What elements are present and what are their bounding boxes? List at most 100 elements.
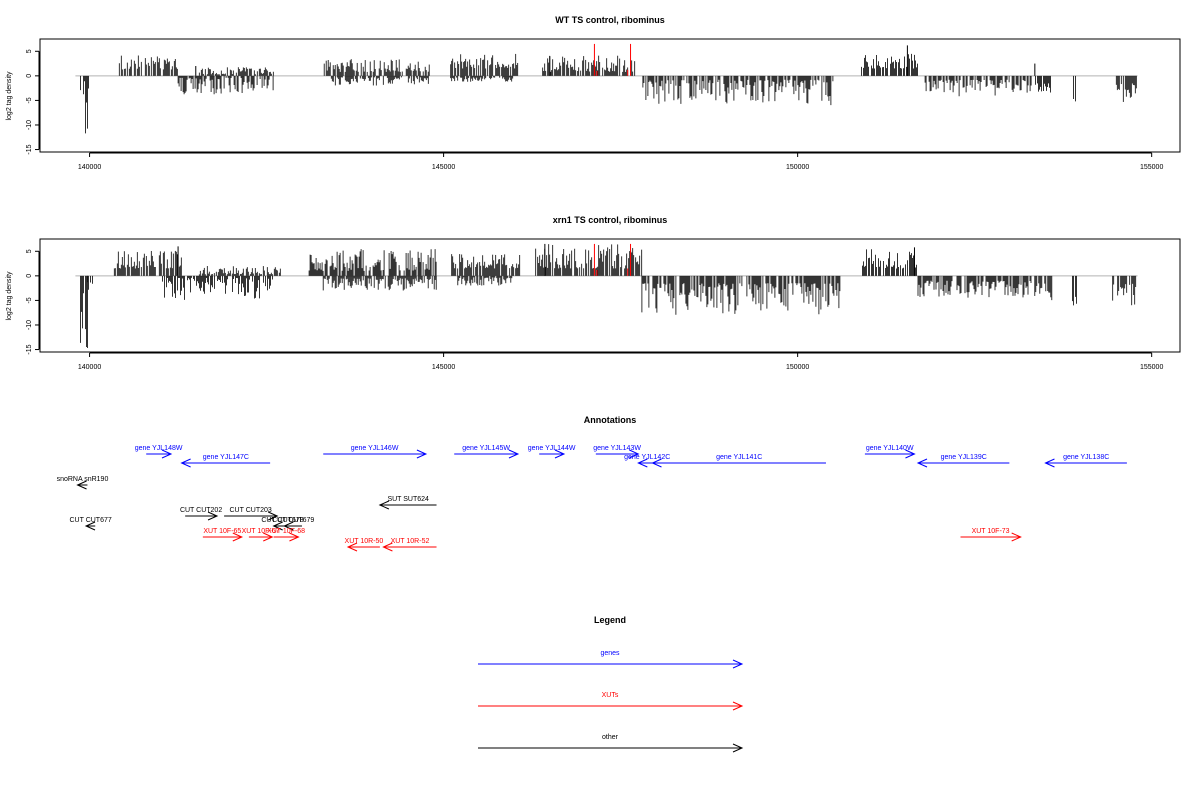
- annotation-label: XUT 10F-65: [203, 528, 241, 535]
- annotation-label: gene YJL144W: [528, 445, 576, 452]
- annotation-arrow-head: [232, 532, 244, 542]
- legend-label: genes: [600, 650, 620, 657]
- xrn1-panel-y-axis: 5 0 -5 -10 -15: [26, 249, 40, 355]
- xrn1-x-tick-label: 140000: [78, 364, 101, 371]
- annotation-label: CUT CUT677: [69, 517, 111, 524]
- xrn1-panel-title: xrn1 TS control, ribominus: [553, 215, 668, 225]
- xrn1-y-tick-label: 5: [26, 249, 33, 253]
- xrn1-panel-x-axis: 140000 145000 150000 155000: [78, 352, 1163, 371]
- wt-y-tick-label: 0: [26, 74, 33, 78]
- annotation-label: gene YJL146W: [351, 445, 399, 452]
- annotation-label: gene YJL145W: [462, 445, 510, 452]
- wt-panel: WT TS control, ribominus log2 tag densit…: [6, 15, 1181, 171]
- annotation-feature: XUT 10F-68: [267, 528, 305, 542]
- annotation-feature: XUT 10F-65: [202, 528, 244, 542]
- annotation-label: gene YJL147C: [203, 454, 249, 461]
- annotation-label: CUT CUT203: [230, 507, 272, 514]
- xrn1-x-tick-label: 145000: [432, 364, 455, 371]
- legend-label: other: [602, 734, 619, 741]
- xrn1-x-tick-label: 155000: [1140, 364, 1163, 371]
- annotation-feature: XUT 10R-52: [382, 538, 437, 552]
- wt-panel-bars: [75, 43, 1138, 134]
- annotation-arrow-head: [416, 449, 428, 459]
- legend-arrow-head: [732, 659, 744, 669]
- annotation-arrow-head: [629, 449, 640, 459]
- xrn1-panel-frame: [39, 238, 1181, 353]
- annotation-arrow-head: [651, 458, 662, 468]
- wt-panel-ylabel: log2 tag density: [6, 71, 13, 121]
- legend-entry: XUTs: [478, 692, 744, 711]
- annotation-arrow-head: [283, 521, 294, 531]
- annotation-feature: XUT 10F-73: [960, 528, 1022, 542]
- annotation-label: CUT CUT202: [180, 507, 222, 514]
- annotation-items: gene YJL148W gene YJL147C gene YJL146W gene…: [57, 445, 1127, 552]
- annotation-feature: gene YJL140W: [864, 445, 916, 459]
- annotation-arrow-head: [905, 449, 916, 459]
- annotation-arrow-head: [378, 500, 390, 510]
- xrn1-panel-bars: [75, 243, 1138, 348]
- wt-x-tick-label: 145000: [432, 164, 455, 171]
- xrn1-x-tick-label: 150000: [786, 364, 809, 371]
- xrn1-y-tick-label: -5: [26, 297, 33, 303]
- wt-y-tick-label: -10: [26, 120, 33, 130]
- annotation-label: gene YJL148W: [135, 445, 183, 452]
- annotation-arrow-head: [161, 449, 173, 459]
- wt-panel-y-axis: 5 0 -5 -10 -15: [26, 49, 40, 155]
- annotation-label: XUT 10R-52: [391, 538, 430, 545]
- annotation-feature: gene YJL145W: [454, 445, 520, 459]
- annotation-arrow-head: [268, 511, 279, 521]
- annotation-arrow-head: [382, 542, 393, 552]
- annotation-arrow-head: [76, 480, 87, 490]
- annotation-arrow-head: [289, 532, 300, 542]
- annotation-arrow-head: [1011, 532, 1022, 542]
- annotation-arrow-head: [508, 449, 520, 459]
- annotation-feature: gene YJL142C: [624, 454, 670, 468]
- legend-arrow-head: [732, 743, 744, 753]
- annotation-label: gene YJL139C: [941, 454, 987, 461]
- annotation-label: gene YJL140W: [866, 445, 914, 452]
- annotation-label: gene YJL143W: [593, 445, 641, 452]
- annotation-feature: gene YJL147C: [180, 454, 271, 468]
- wt-x-tick-label: 155000: [1140, 164, 1163, 171]
- legend-title: Legend: [594, 615, 626, 625]
- annotation-arrow-head: [84, 521, 96, 531]
- wt-x-tick-label: 150000: [786, 164, 809, 171]
- wt-panel-title: WT TS control, ribominus: [555, 15, 665, 25]
- annotation-label: snoRNA snR190: [57, 476, 109, 483]
- annotation-feature: CUT CUT679: [272, 517, 314, 531]
- wt-x-tick-label: 140000: [78, 164, 101, 171]
- annotation-feature: gene YJL148W: [135, 445, 183, 459]
- legend-label: XUTs: [602, 692, 619, 699]
- annotation-label: SUT SUT624: [387, 496, 429, 503]
- annotation-label: CUT CUT678: [261, 517, 303, 524]
- annotation-label: XUT 10F-68: [267, 528, 305, 535]
- wt-y-tick-label: 5: [26, 49, 33, 53]
- annotation-label: gene YJL138C: [1063, 454, 1109, 461]
- annotation-arrow-head: [1044, 458, 1055, 468]
- annotation-label: XUT 10R-50: [345, 538, 384, 545]
- annotation-label: XUT 10F-67: [242, 528, 280, 535]
- wt-panel-frame: [39, 38, 1181, 153]
- annotation-arrow-head: [916, 458, 928, 468]
- annotation-feature: CUT CUT202: [180, 507, 222, 521]
- annotation-feature: gene YJL144W: [528, 445, 576, 459]
- annotation-feature: gene YJL138C: [1044, 454, 1127, 468]
- annotation-feature: gene YJL143W: [593, 445, 641, 459]
- legend-entry: genes: [478, 650, 744, 669]
- annotation-label: gene YJL142C: [624, 454, 670, 461]
- legend-panel: Legend genes XUTs other: [478, 615, 744, 753]
- xrn1-y-tick-label: -10: [26, 320, 33, 330]
- annotation-feature: snoRNA snR190: [57, 476, 109, 490]
- annotation-label: gene YJL141C: [716, 454, 762, 461]
- xrn1-y-tick-label: -15: [26, 344, 33, 354]
- annotation-feature: gene YJL146W: [323, 445, 428, 459]
- xrn1-y-tick-label: 0: [26, 274, 33, 278]
- annotation-feature: SUT SUT624: [378, 496, 437, 510]
- annotation-arrow-head: [554, 449, 566, 459]
- wt-y-tick-label: -5: [26, 97, 33, 103]
- annotation-feature: gene YJL139C: [916, 454, 1010, 468]
- annotations-title: Annotations: [584, 415, 637, 425]
- wt-panel-x-axis: 140000 145000 150000 155000: [78, 152, 1163, 171]
- annotation-label: XUT 10F-73: [972, 528, 1010, 535]
